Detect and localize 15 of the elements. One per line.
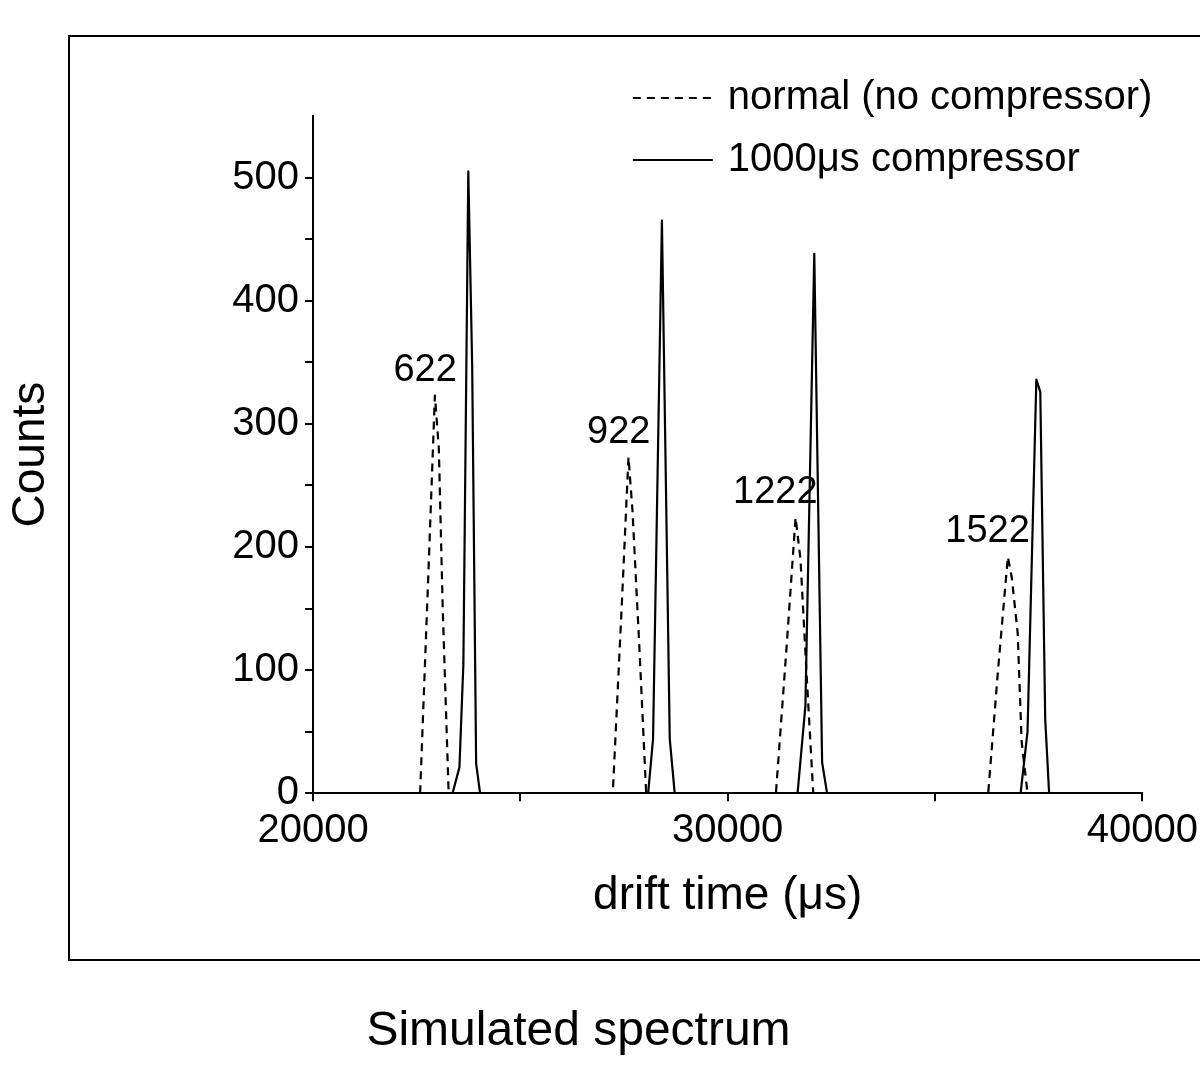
y-tick-label: 200 — [232, 521, 299, 566]
y-axis-title: Counts — [2, 381, 55, 528]
y-tick-label: 300 — [232, 398, 299, 443]
annotation: 622 — [393, 346, 457, 389]
y-tick-label: 400 — [232, 275, 299, 320]
legend-label: 1000μs compressor — [727, 135, 1080, 180]
x-tick-label: 40000 — [1086, 806, 1198, 851]
x-axis-title: drift time (μs) — [593, 867, 863, 920]
y-tick-label: 100 — [232, 645, 299, 690]
text: Simulated spectrum — [366, 1002, 791, 1056]
x-tick-label: 30000 — [672, 806, 784, 851]
annotation: 922 — [587, 408, 651, 451]
annotation: 1522 — [945, 508, 1030, 551]
y-tick-label: 500 — [232, 152, 299, 197]
legend-label: normal (no compressor) — [727, 73, 1153, 118]
